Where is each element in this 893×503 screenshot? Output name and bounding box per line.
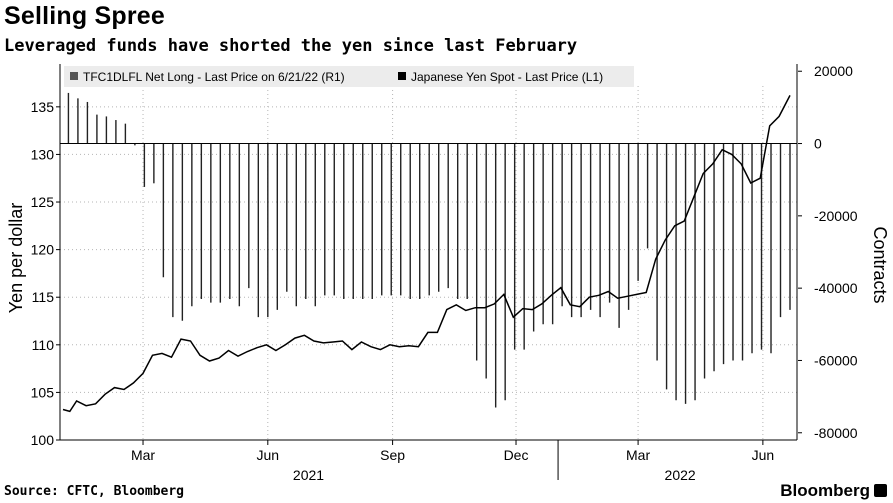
right-tick-label: -80000 (814, 425, 858, 441)
gridlines (60, 86, 797, 441)
source-note: Source: CFTC, Bloomberg (4, 484, 185, 499)
x-tick-label: Sep (380, 447, 405, 463)
left-tick-label: 120 (31, 242, 55, 258)
left-tick-label: 110 (32, 337, 55, 353)
legend: TFC1DLFL Net Long - Last Price on 6/21/2… (64, 66, 634, 87)
x-tick-label: Mar (626, 447, 650, 463)
chart-subtitle: Leveraged funds have shorted the yen sin… (4, 36, 578, 56)
right-tick-label: -40000 (814, 280, 858, 296)
legend-swatch-yen-spot (398, 72, 406, 80)
x-tick-label: Jun (257, 447, 280, 463)
x-tick-label: Mar (131, 447, 155, 463)
year-label: 2022 (665, 467, 696, 483)
bloomberg-logo: Bloomberg (780, 481, 887, 501)
year-label: 2021 (293, 467, 324, 483)
left-tick-label: 135 (31, 99, 55, 115)
legend-swatch-net-long (70, 72, 78, 80)
bar-series (67, 92, 791, 408)
left-tick-label: 105 (31, 384, 55, 400)
left-tick-label: 115 (32, 289, 55, 305)
yen-spot-line (62, 95, 791, 413)
left-tick-label: 130 (31, 146, 55, 162)
left-tick-label: 125 (31, 194, 55, 210)
axes (56, 64, 802, 480)
right-tick-label: 0 (814, 136, 822, 152)
right-axis-label: Contracts (870, 226, 890, 303)
left-axis-label: Yen per dollar (6, 203, 26, 313)
legend-label-yen-spot: Japanese Yen Spot - Last Price (L1) (411, 70, 603, 84)
bloomberg-mark-icon (874, 484, 887, 497)
legend-label-net-long: TFC1DLFL Net Long - Last Price on 6/21/2… (83, 70, 345, 84)
x-tick-label: Jun (752, 447, 775, 463)
right-tick-label: 20000 (814, 63, 853, 79)
left-tick-label: 100 (31, 432, 55, 448)
right-tick-label: -60000 (814, 352, 858, 368)
right-tick-label: -20000 (814, 208, 858, 224)
x-tick-label: Dec (504, 447, 529, 463)
chart-title: Selling Spree (4, 2, 165, 30)
tick-labels: 100 105 110 115 120 125 130 135 20000 0 -20000 -400… (31, 63, 858, 483)
